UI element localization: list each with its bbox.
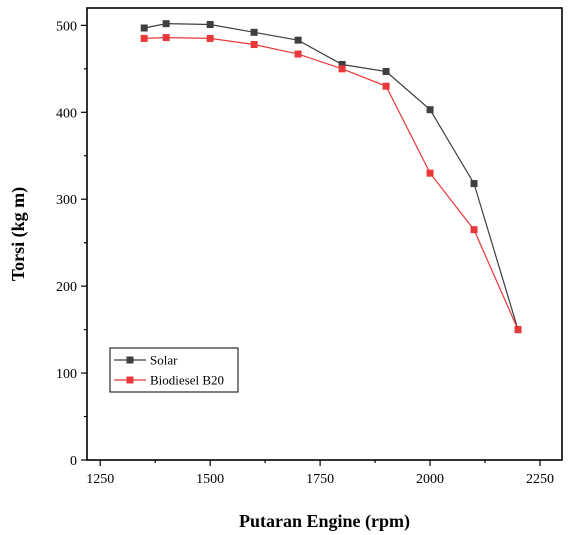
y-axis-title: Torsi (kg m) [8,187,29,281]
series-1-point [162,20,170,28]
axis-ticks: 1250 1500 1750 2000 2250 0 100 200 300 400 500 [56,19,554,487]
series-1-point [294,36,302,44]
legend: Solar Biodiesel B20 [109,347,239,393]
series-line-1 [144,22,519,330]
series-2-point [250,41,258,49]
legend-label: Biodiesel B20 [150,373,224,388]
x-tick-label: 1500 [196,472,224,487]
legend-marker [126,356,134,364]
series-1-point [206,21,214,29]
series-2-point [338,65,346,73]
legend-label: Solar [150,353,178,368]
y-tick-label: 500 [56,19,77,34]
series-2-point [294,50,302,58]
y-tick-label: 300 [56,193,77,208]
y-tick-label: 200 [56,280,77,295]
x-axis-title: Putaran Engine (rpm) [239,511,410,532]
series-2-point [470,226,478,234]
series-2-point [514,326,522,334]
series-1-point [250,28,258,36]
x-tick-label: 2250 [526,472,554,487]
series-1-point [382,67,390,75]
legend-box [109,347,239,393]
series-1-point [338,61,346,68]
series-1-point [140,24,148,32]
series-2-point [162,34,170,42]
y-tick-label: 100 [56,367,77,382]
series-line-2 [144,36,519,330]
series-2-point [206,34,214,42]
x-tick-label: 1750 [306,472,334,487]
series-2-point [140,34,148,42]
plot-border [86,7,563,461]
legend-marker [126,376,134,384]
series-1-point [426,106,434,114]
series-1-point [470,180,478,188]
y-tick-label: 0 [70,454,77,469]
series-2-point [426,169,434,177]
x-tick-label: 2000 [416,472,444,487]
series-2-point [382,82,390,90]
series-layer [140,20,522,334]
plot-frame [86,7,563,461]
y-tick-label: 400 [56,106,77,121]
x-tick-label: 1250 [86,472,114,487]
